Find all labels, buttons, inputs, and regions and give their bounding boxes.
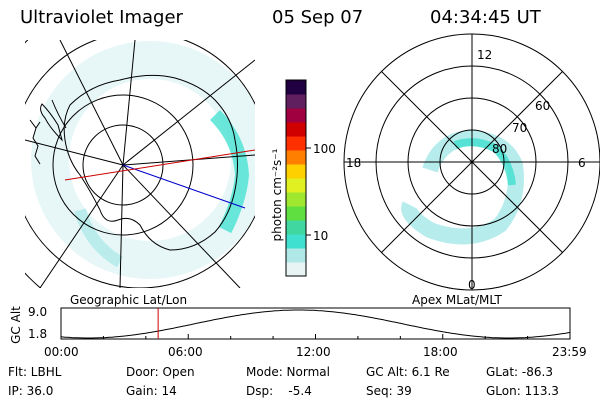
altitude-curve [60,309,571,339]
altitude-plot [60,307,571,340]
colorbar-segment [286,108,306,123]
mlt-label-12: 12 [477,48,492,62]
door-info: Door: Open [126,365,195,379]
filter-info: Flt: LBHL [8,365,62,379]
colorbar-tick-100: 100 [313,142,336,156]
x-tick-0000: 00:00 [44,345,79,359]
terminator-line [64,149,255,181]
colorbar-segment [286,150,306,165]
altitude-y-tick-min: 1.8 [28,327,48,341]
geographic-map [25,40,255,288]
gain-info: Gain: 14 [126,384,177,398]
lat-label-60: 60 [535,99,550,113]
mlt-label-18: 18 [346,156,361,170]
colorbar-segment [286,122,306,137]
aurora-glow-geo [31,41,255,279]
lat-label-80: 80 [492,142,507,156]
colorbar-segment [286,248,306,263]
mlt-polar-plot: 12 18 6 0 60 70 80 [343,33,600,292]
time-label: 04:34:45 UT [430,7,541,28]
colorbar-segment [286,206,306,221]
colorbar-segment [286,94,306,109]
date-label: 05 Sep 07 [272,7,364,28]
altitude-x-ticks [60,334,571,339]
colorbar-segment [286,178,306,193]
mlt-panel-label: Apex MLat/MLT [412,293,502,307]
colorbar-segment [286,80,306,95]
geo-meridians [25,40,255,288]
seq-info: Seq: 39 [366,384,412,398]
x-tick-0600: 06:00 [168,345,203,359]
colorbar-segment [286,220,306,235]
altitude-y-tick-max: 9.0 [28,305,48,319]
mlt-label-6: 6 [578,156,586,170]
x-tick-2359: 23:59 [552,345,587,359]
colorbar-segment [286,192,306,207]
x-tick-1200: 12:00 [296,345,331,359]
geo-panel-label: Geographic Lat/Lon [70,293,188,307]
instrument-title: Ultraviolet Imager [20,7,183,28]
colorbar-frame [285,79,307,277]
colorbar-unit-label: photon cm⁻²s⁻¹ [270,148,284,242]
dsp-info: Dsp: -5.4 [246,384,312,398]
colorbar-segment [286,136,306,151]
x-tick-1800: 18:00 [423,345,458,359]
orbit-track [122,164,246,209]
gc-alt-info: GC Alt: 6.1 Re [366,365,450,379]
colorbar-tick-10: 10 [313,229,329,243]
lat-label-70: 70 [512,121,527,135]
colorbar-segment [286,234,306,249]
peninsula-outline [40,99,67,142]
colorbar [285,79,311,277]
altitude-axis-label: GC Alt [9,306,23,344]
mlt-label-0: 0 [468,278,476,292]
colorbar-segment [286,262,306,277]
glat-info: GLat: -86.3 [486,365,553,379]
south-america-coast [29,119,41,165]
glon-info: GLon: 113.3 [486,384,559,398]
ip-info: IP: 36.0 [8,384,54,398]
colorbar-segment [286,164,306,179]
mlt-meridians [344,34,600,290]
mode-info: Mode: Normal [246,365,330,379]
